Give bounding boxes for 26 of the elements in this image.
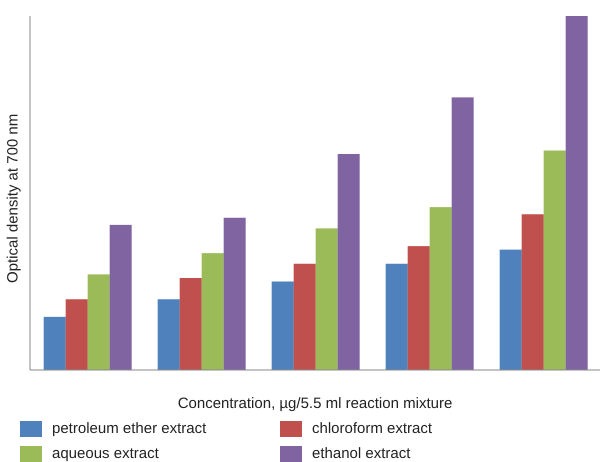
bar <box>224 218 246 370</box>
bar <box>544 150 566 370</box>
bar <box>316 228 338 370</box>
bar <box>386 264 408 370</box>
bar <box>180 278 202 370</box>
legend-label: petroleum ether extract <box>52 420 206 437</box>
bar <box>294 264 316 370</box>
bar <box>408 246 430 370</box>
bar <box>158 299 180 370</box>
x-axis-title: Concentration, µg/5.5 ml reaction mixture <box>178 395 452 412</box>
bar <box>566 16 588 370</box>
bar <box>522 214 544 370</box>
bar <box>338 154 360 370</box>
bar <box>452 97 474 370</box>
y-axis-title: Optical density at 700 nm <box>4 114 22 283</box>
bar <box>88 274 110 370</box>
bar <box>272 282 294 370</box>
legend-label: chloroform extract <box>312 420 432 437</box>
bar <box>44 316 66 370</box>
bar <box>202 253 224 370</box>
legend-label: ethanol extract <box>312 445 410 462</box>
legend-label: aqueous extract <box>52 445 159 462</box>
bar <box>500 250 522 370</box>
bar <box>110 224 132 370</box>
bar <box>430 207 452 370</box>
bar <box>66 299 88 370</box>
